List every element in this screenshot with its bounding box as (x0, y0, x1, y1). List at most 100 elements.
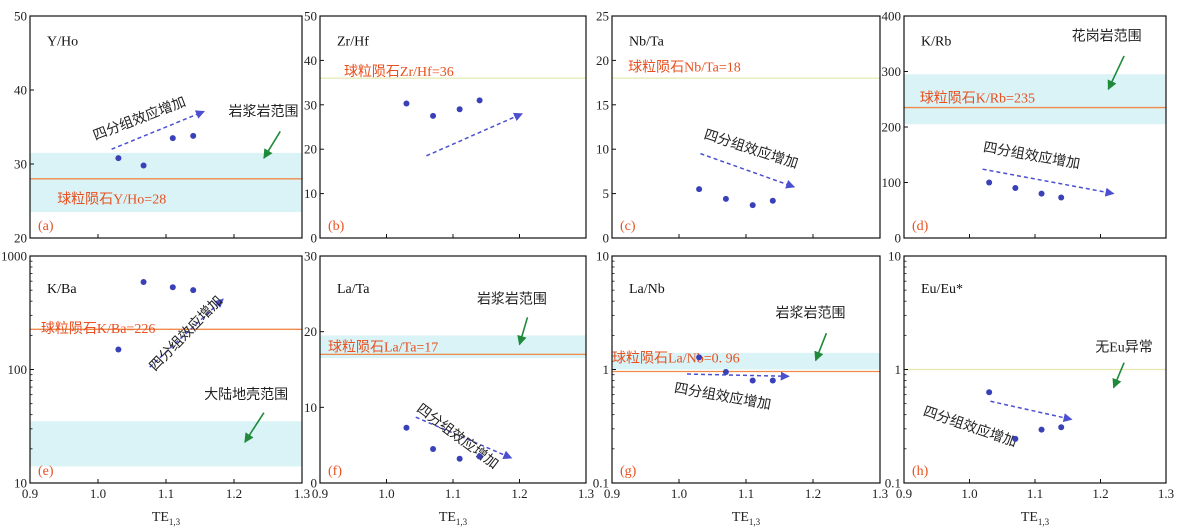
panel-e: 球粒陨石K/Ba=226 10 100 1000 0.9 1.0 1.1 1.2 1.3 TE1,… (1, 249, 310, 528)
panel-label-b: (b) (328, 219, 345, 234)
panel-label-e: (e) (38, 464, 54, 479)
data-point-f-1 (403, 424, 410, 431)
ytick-label-c-0: 0 (603, 231, 610, 246)
panel-label-c: (c) (620, 219, 636, 234)
data-point-e-4 (190, 287, 197, 294)
panel-d: 球粒陨石K/Rb=235 0 100 200 300 400 K/Rb (d) 花岗岩范围四分组… (882, 9, 1167, 246)
reference-label-e: 球粒陨石K/Ba=226 (41, 321, 155, 337)
data-point-b-1 (403, 100, 410, 107)
data-point-c-3 (749, 202, 756, 209)
ytick-label-e-1: 100 (8, 362, 28, 377)
data-point-h-3 (1038, 426, 1045, 433)
data-point-f-3 (456, 455, 463, 462)
data-point-g-2 (722, 369, 729, 376)
panel-title-c: Nb/Ta (629, 34, 665, 49)
data-point-h-1 (986, 389, 993, 396)
panel-title-f: La/Ta (337, 282, 370, 297)
x-axis-label-main: TE (152, 510, 169, 525)
ytick-label-g-0: 0.1 (593, 476, 609, 491)
xtick-label-f-0: 0.9 (312, 486, 328, 501)
reference-label-g: 球粒陨石La/Nb=0. 96 (612, 351, 740, 367)
ytick-label-a-2: 40 (14, 83, 27, 98)
trend-label-f: 四分组效应增加 (413, 400, 501, 473)
xtick-label-f-3: 1.2 (511, 486, 527, 501)
panel-c: 球粒陨石Nb/Ta=18 0 5 10 15 20 25 Nb/Ta (c) 四分组效应增加 (596, 9, 881, 246)
xtick-label-e-4: 1.3 (294, 486, 310, 501)
panel-h: 0.1 1 10 0.9 1.0 1.1 1.2 1.3 TE1,3 Eu/Eu* (h) 无Eu异常… (885, 249, 1174, 528)
trend-label-h: 四分组效应增加 (921, 403, 1019, 451)
xtick-label-f-2: 1.1 (445, 486, 461, 501)
panel-title-h: Eu/Eu* (921, 282, 963, 297)
range-label-d: 花岗岩范围 (1072, 27, 1142, 44)
trend-label-g: 四分组效应增加 (673, 379, 772, 413)
panel-g: 球粒陨石La/Nb=0. 96 0.1 1 10 0.9 1.0 1.1 1.2 1.3 TE1,… (593, 249, 888, 528)
green-arrow-g (814, 332, 828, 362)
xtick-label-e-0: 0.9 (22, 486, 38, 501)
ytick-label-d-2: 200 (882, 120, 902, 135)
ytick-label-b-3: 30 (304, 97, 317, 112)
data-point-d-2 (1012, 185, 1019, 192)
ytick-label-b-5: 50 (304, 9, 317, 24)
ytick-label-e-0: 10 (14, 476, 27, 491)
trend-arrow-a (111, 110, 205, 150)
ytick-label-h-2: 10 (888, 249, 901, 264)
x-axis-label-e: TE1,3 (152, 510, 181, 527)
data-point-a-3 (169, 135, 176, 142)
data-point-d-4 (1058, 194, 1065, 201)
ytick-label-f-0: 0 (311, 476, 318, 491)
range-label-g: 岩浆岩范围 (775, 304, 845, 321)
green-arrow-e (244, 412, 265, 443)
x-axis-label-main: TE (732, 510, 749, 525)
xtick-label-g-1: 1.0 (671, 486, 687, 501)
ytick-label-d-1: 100 (882, 175, 902, 190)
x-axis-label-sub: 1,3 (1038, 517, 1050, 527)
range-label-a: 岩浆岩范围 (229, 103, 299, 120)
data-point-d-3 (1038, 190, 1045, 197)
xtick-label-g-4: 1.3 (872, 486, 888, 501)
panel-label-g: (g) (620, 464, 637, 479)
range-label-f: 岩浆岩范围 (477, 291, 547, 308)
xtick-label-h-1: 1.0 (961, 486, 977, 501)
ytick-label-c-2: 10 (596, 142, 609, 157)
trend-label-c: 四分组效应增加 (702, 126, 800, 172)
ytick-label-c-1: 5 (603, 186, 610, 201)
ytick-label-b-0: 0 (311, 231, 318, 246)
xtick-label-f-4: 1.3 (578, 486, 594, 501)
panel-label-f: (f) (328, 464, 342, 479)
panel-label-d: (d) (912, 219, 929, 234)
data-point-b-4 (476, 97, 483, 104)
data-point-d-1 (986, 179, 993, 186)
reference-label-f: 球粒陨石La/Ta=17 (328, 339, 438, 355)
data-point-f-2 (430, 445, 437, 452)
data-point-g-4 (769, 377, 776, 384)
ytick-label-a-0: 20 (14, 231, 27, 246)
data-point-f-4 (476, 453, 483, 460)
ytick-label-f-3: 30 (304, 249, 317, 264)
reference-label-b: 球粒陨石Zr/Hf=36 (344, 64, 454, 80)
panel-title-a: Y/Ho (47, 34, 78, 49)
ytick-label-c-4: 20 (596, 53, 609, 68)
data-point-g-3 (749, 377, 756, 384)
data-point-b-3 (456, 106, 463, 113)
data-point-h-4 (1058, 424, 1065, 431)
trend-label-d: 四分组效应增加 (982, 139, 1081, 173)
data-point-c-4 (769, 197, 776, 204)
data-point-e-2 (140, 279, 147, 286)
data-point-g-1 (696, 354, 703, 361)
trend-arrow-g (687, 371, 790, 381)
data-point-c-1 (696, 186, 703, 193)
xtick-label-h-0: 0.9 (896, 486, 912, 501)
ytick-label-d-4: 400 (882, 9, 902, 24)
xtick-label-g-0: 0.9 (604, 486, 620, 501)
panel-f: 球粒陨石La/Ta=17 0 10 20 30 0.9 1.0 1.1 1.2 1.3 TE1,3 L… (304, 249, 594, 528)
range-band-a (30, 152, 302, 213)
xtick-label-g-3: 1.2 (805, 486, 821, 501)
panel-title-d: K/Rb (921, 34, 951, 49)
ytick-label-g-2: 10 (596, 249, 609, 264)
x-axis-label-main: TE (1021, 510, 1038, 525)
xtick-label-f-1: 1.0 (378, 486, 394, 501)
trend-arrow-c (700, 152, 796, 189)
panel-title-e: K/Ba (47, 282, 77, 297)
trend-arrow-e (149, 298, 224, 368)
